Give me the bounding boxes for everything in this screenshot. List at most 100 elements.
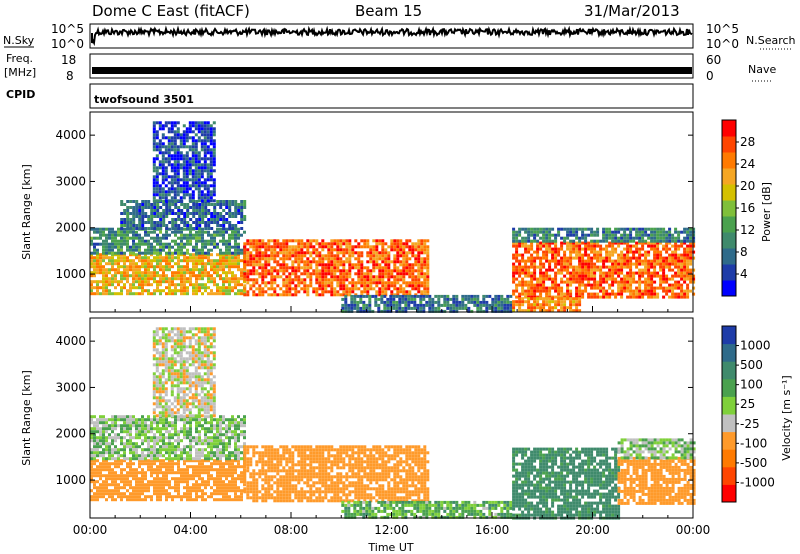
velocity-y-axis-label: Slant Range [km] <box>20 370 33 466</box>
freq-unit: [MHz] <box>4 66 36 79</box>
colorbar-tick-label: 20 <box>740 179 755 193</box>
power-colorbar: 28 24 20 16 12 8 4 <box>721 119 755 297</box>
echo-region <box>512 241 696 299</box>
station-title: Dome C East (fitACF) <box>92 2 250 20</box>
colorbar-swatch <box>722 232 736 249</box>
y-tick-label: 3000 <box>55 174 86 188</box>
colorbar-swatch <box>722 484 736 503</box>
echo-region <box>512 297 582 313</box>
colorbar-swatch <box>722 200 736 217</box>
colorbar-tick-label: -100 <box>740 436 767 450</box>
colorbar-swatch <box>722 326 736 345</box>
nsky-top-tick: 10^5 <box>51 22 84 36</box>
colorbar-swatch <box>722 120 736 137</box>
nave-trace <box>92 67 692 74</box>
colorbar-tick-label: 8 <box>740 245 748 259</box>
colorbar-tick-label: -1000 <box>740 475 775 489</box>
colorbar-swatch <box>722 152 736 169</box>
x-tick-label: 08:00 <box>274 523 309 537</box>
colorbar-swatch <box>722 168 736 185</box>
colorbar-swatch <box>722 184 736 201</box>
velocity-x-ticks: 00:00 04:00 08:00 12:00 16:00 20:00 00:00 <box>73 512 711 537</box>
power-echoes <box>90 121 696 313</box>
colorbar-swatch <box>722 396 736 415</box>
power-panel: 1000 2000 3000 4000 Slant Range [km] 28 24 20… <box>20 111 773 313</box>
nsky-panel: N.Sky 10^5 10^0 10^5 10^0 N.Search <box>3 22 796 51</box>
echo-region <box>120 200 247 230</box>
y-tick-label: 2000 <box>55 221 86 235</box>
x-tick-label: 00:00 <box>676 523 711 537</box>
cpid-value: twofsound 3501 <box>94 93 194 106</box>
colorbar-swatch <box>722 378 736 397</box>
echo-region <box>152 327 216 418</box>
colorbar-swatch <box>722 136 736 153</box>
x-tick-label: 00:00 <box>73 523 108 537</box>
x-tick-label: 04:00 <box>173 523 208 537</box>
nave-label: Nave <box>748 63 776 76</box>
y-tick-label: 3000 <box>55 380 86 394</box>
echo-region <box>243 445 430 503</box>
colorbar-tick-label: -25 <box>740 417 760 431</box>
cpid-label: CPID <box>6 88 35 101</box>
echo-region <box>617 456 696 505</box>
echo-region <box>90 459 246 502</box>
y-tick-label: 2000 <box>55 427 86 441</box>
velocity-echoes <box>90 327 696 520</box>
nsearch-top-tick: 10^5 <box>706 22 739 36</box>
nsky-label: N.Sky <box>3 34 35 47</box>
power-y-axis-label: Slant Range [km] <box>20 164 33 260</box>
x-axis-label: Time UT <box>367 541 413 554</box>
echo-region <box>152 121 216 203</box>
y-tick-label: 1000 <box>55 267 86 281</box>
colorbar-tick-label: 4 <box>740 267 748 281</box>
colorbar-tick-label: 500 <box>740 358 763 372</box>
freq-label: Freq. <box>6 52 33 65</box>
colorbar-tick-label: 1000 <box>740 339 771 353</box>
date-title: 31/Mar/2013 <box>584 2 680 20</box>
velocity-colorbar-label: Velocity [m s⁻¹] <box>780 375 793 460</box>
y-tick-label: 4000 <box>55 334 86 348</box>
velocity-y-ticks: 1000 2000 3000 4000 <box>55 334 693 487</box>
colorbar-swatch <box>722 280 736 297</box>
colorbar-swatch <box>722 466 736 485</box>
colorbar-tick-label: 28 <box>740 135 755 149</box>
echo-region <box>512 227 696 243</box>
x-tick-label: 12:00 <box>374 523 409 537</box>
echo-region <box>617 438 696 460</box>
nave-bottom-tick: 0 <box>706 69 714 83</box>
y-tick-label: 1000 <box>55 473 86 487</box>
nsky-trace <box>91 25 693 47</box>
power-colorbar-label: Power [dB] <box>760 182 773 242</box>
nave-top-tick: 60 <box>706 53 721 67</box>
colorbar-swatch <box>722 216 736 233</box>
y-tick-label: 4000 <box>55 128 86 142</box>
echo-region <box>341 500 513 519</box>
colorbar-tick-label: -500 <box>740 456 767 470</box>
nsky-line <box>91 25 693 47</box>
colorbar-swatch <box>722 414 736 433</box>
colorbar-swatch <box>722 248 736 265</box>
power-x-ticks <box>89 306 694 312</box>
colorbar-swatch <box>722 361 736 380</box>
colorbar-tick-label: 12 <box>740 223 755 237</box>
nsearch-bottom-tick: 10^0 <box>706 37 739 51</box>
velocity-panel: 1000 2000 3000 4000 00:00 04:00 08:00 12:00 16:… <box>20 317 793 537</box>
colorbar-tick-label: 25 <box>740 397 755 411</box>
colorbar-tick-label: 16 <box>740 201 755 215</box>
velocity-colorbar: 1000 500 100 25 -25 -100 -500 -1000 <box>721 325 775 503</box>
freq-panel: Freq. [MHz] 18 8 60 0 Nave CPID <box>4 52 776 101</box>
freq-top-tick: 18 <box>61 53 76 67</box>
nsearch-label: N.Search <box>746 34 796 47</box>
cpid-panel: twofsound 3501 <box>89 83 694 109</box>
colorbar-swatch <box>722 343 736 362</box>
x-tick-label: 16:00 <box>475 523 510 537</box>
freq-bottom-tick: 8 <box>66 69 74 83</box>
echo-region <box>90 415 246 461</box>
colorbar-swatch <box>722 431 736 450</box>
colorbar-tick-label: 24 <box>740 157 755 171</box>
echo-region <box>341 294 513 313</box>
echo-region <box>243 239 430 297</box>
power-y-ticks: 1000 2000 3000 4000 <box>55 128 693 281</box>
beam-title: Beam 15 <box>355 2 422 20</box>
x-tick-label: 20:00 <box>575 523 610 537</box>
